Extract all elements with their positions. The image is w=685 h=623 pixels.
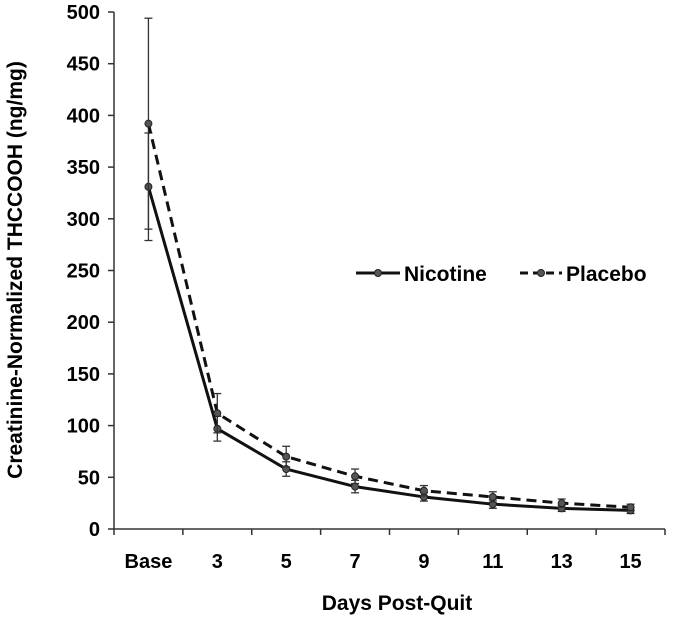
axes	[108, 11, 666, 535]
legend: Nicotine Placebo	[356, 263, 647, 286]
y-tick-label: 300	[67, 209, 100, 231]
y-tick-label: 250	[67, 261, 100, 283]
x-tick-label: 15	[619, 551, 641, 573]
y-tick-label: 50	[78, 467, 100, 489]
data-point	[144, 119, 153, 128]
series-placebo	[144, 17, 635, 512]
data-point	[626, 503, 635, 512]
data-point	[557, 499, 566, 508]
series-nicotine	[144, 132, 635, 515]
series-group	[144, 17, 635, 515]
data-point	[419, 486, 428, 495]
y-axis-title: Creatinine-Normalized THCCOOH (ng/mg)	[4, 61, 27, 479]
tick-labels: 0 50 100 150 200 250 300 350 400 450 500 Base 3 5 7 9 11…	[67, 2, 642, 573]
y-tick-label: 450	[67, 54, 100, 76]
series-line	[146, 123, 631, 509]
x-tick-label: 7	[350, 551, 361, 573]
legend-marker	[537, 269, 545, 277]
y-tick-label: 200	[67, 312, 100, 334]
x-tick-label: 9	[418, 551, 429, 573]
legend-item-nicotine: Nicotine	[356, 263, 487, 286]
y-tick-label: 400	[67, 105, 100, 127]
legend-label: Placebo	[566, 263, 647, 286]
x-tick-label: 5	[281, 551, 292, 573]
x-axis-title: Days Post-Quit	[322, 592, 473, 615]
y-tick-label: 0	[89, 519, 100, 541]
legend-label: Nicotine	[404, 263, 487, 286]
data-point	[351, 472, 360, 481]
y-tick-label: 150	[67, 364, 100, 386]
data-point	[351, 482, 360, 491]
x-tick-label: Base	[125, 551, 173, 573]
y-tick-label: 500	[67, 2, 100, 24]
series-line	[146, 186, 631, 512]
y-tick-label: 350	[67, 157, 100, 179]
x-tick-label: 11	[482, 551, 503, 573]
x-tick-label: 3	[212, 551, 223, 573]
x-tick-label: 13	[551, 551, 573, 573]
data-point	[282, 452, 291, 461]
y-tick-label: 100	[67, 416, 100, 438]
data-point	[213, 409, 222, 418]
legend-marker	[374, 269, 382, 277]
data-point	[488, 492, 497, 501]
legend-item-placebo: Placebo	[520, 263, 647, 286]
